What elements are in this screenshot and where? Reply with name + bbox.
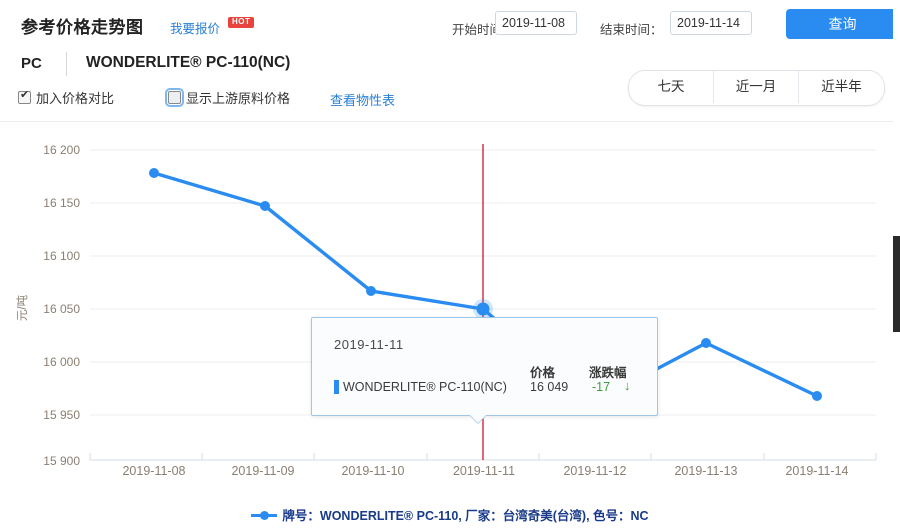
breadcrumb-divider (66, 52, 67, 76)
options-row: 加入价格对比 显示上游原料价格 查看物性表 (0, 88, 620, 114)
y-tick-16200: 16 200 (43, 143, 80, 157)
chart-legend[interactable]: 牌号：WONDERLITE® PC-110, 厂家：台湾奇美(台湾), 色号：N… (0, 505, 900, 524)
price-compare-option[interactable]: 加入价格对比 (18, 88, 114, 107)
x-tick-4: 2019-11-12 (563, 464, 627, 478)
hot-badge: HOT (228, 17, 255, 28)
tooltip-series-swatch (334, 380, 339, 394)
tooltip-price-value: 16 049 (530, 380, 569, 394)
y-tick-16050: 16 050 (43, 302, 80, 316)
price-compare-label: 加入价格对比 (36, 91, 115, 106)
legend-label: 牌号：WONDERLITE® PC-110, 厂家：台湾奇美(台湾), 色号：N… (282, 509, 649, 523)
header-bar: 参考价格走势图 我要报价 HOT 开始时间： 结束时间： 查询 (0, 0, 900, 46)
range-button-seven-days[interactable]: 七天 (629, 71, 714, 103)
price-trend-chart: 元/吨 16 200 16 150 16 100 16 050 16 000 1… (0, 124, 900, 528)
tooltip-date: 2019-11-11 (334, 337, 404, 352)
breadcrumb: PC WONDERLITE® PC-110(NC) (0, 48, 900, 84)
tooltip-header-change: 涨跌幅 (589, 366, 627, 380)
page-title: 参考价格走势图 (21, 18, 144, 37)
legend-marker-icon (251, 510, 278, 520)
y-tick-16000: 16 000 (43, 355, 80, 369)
x-tick-3: 2019-11-11 (452, 464, 516, 478)
tooltip-header-price: 价格 (530, 366, 556, 380)
x-tick-2: 2019-11-10 (341, 464, 405, 478)
query-button[interactable]: 查询 (786, 9, 899, 39)
view-spec-sheet-link[interactable]: 查看物性表 (330, 93, 396, 108)
x-tick-0: 2019-11-08 (122, 464, 186, 478)
x-tick-1: 2019-11-09 (231, 464, 295, 478)
raw-material-option[interactable]: 显示上游原料价格 (165, 88, 291, 107)
tooltip-series-name: WONDERLITE® PC-110(NC) (343, 380, 507, 394)
breadcrumb-product: WONDERLITE® PC-110(NC) (86, 54, 291, 71)
range-button-half-year[interactable]: 近半年 (799, 71, 884, 103)
y-tick-15950: 15 950 (43, 408, 80, 422)
y-tick-16100: 16 100 (43, 249, 80, 263)
tooltip-change-value: -17 (592, 380, 611, 394)
start-date-input[interactable] (495, 11, 577, 35)
header-divider (0, 121, 900, 122)
x-tick-5: 2019-11-13 (674, 464, 738, 478)
x-tick-6: 2019-11-14 (785, 464, 849, 478)
y-tick-16150: 16 150 (43, 196, 80, 210)
breadcrumb-category[interactable]: PC (21, 55, 42, 72)
end-date-input[interactable] (670, 11, 752, 35)
chart-tooltip: 2019-11-11 价格 涨跌幅 WONDERLITE® PC-110(NC)… (311, 317, 658, 416)
page-scrollbar-thumb[interactable] (893, 236, 900, 332)
end-date-label: 结束时间： (600, 23, 663, 37)
price-compare-checkbox[interactable] (18, 89, 31, 104)
range-button-group: 七天 近一月 近半年 (628, 70, 885, 106)
raw-material-checkbox[interactable] (165, 88, 184, 107)
tooltip-pointer (469, 415, 487, 424)
down-arrow-icon: ↓ (624, 378, 631, 393)
raw-material-label: 显示上游原料价格 (186, 91, 291, 106)
page-scrollbar-track[interactable] (893, 0, 900, 528)
highlighted-data-point (473, 299, 493, 319)
request-quote-link[interactable]: 我要报价 (170, 22, 221, 36)
y-tick-15900: 15 900 (43, 454, 80, 468)
range-button-one-month[interactable]: 近一月 (714, 71, 799, 103)
